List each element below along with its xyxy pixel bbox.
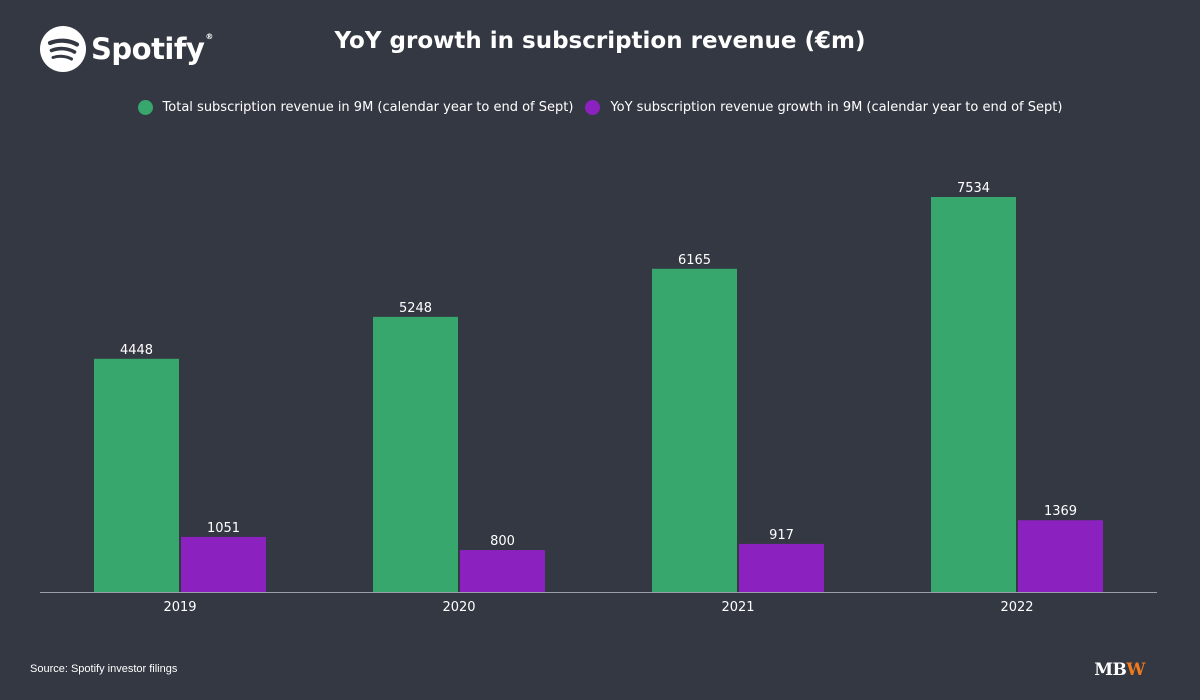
bar-growth-2021 <box>739 543 824 592</box>
legend-label-growth: YoY subscription revenue growth in 9M (c… <box>610 100 1063 115</box>
data-label-growth-2022: 1369 <box>1044 504 1077 519</box>
data-label-total-2019: 4448 <box>120 343 153 358</box>
bar-total-2019 <box>94 358 179 592</box>
chart-title: YoY growth in subscription revenue (€m) <box>334 28 866 54</box>
x-tick-label-2021: 2021 <box>721 600 754 615</box>
spotify-wordmark: Spotify® <box>91 32 213 66</box>
legend-swatch-total <box>137 100 153 115</box>
legend-item-total: Total subscription revenue in 9M (calend… <box>137 100 574 115</box>
legend-item-growth: YoY subscription revenue growth in 9M (c… <box>585 100 1062 115</box>
bar-total-2020 <box>373 316 458 592</box>
bar-growth-2020 <box>460 550 545 592</box>
data-label-total-2021: 6165 <box>678 253 711 268</box>
x-tick-label-2019: 2019 <box>163 600 196 615</box>
spotify-logo: Spotify® <box>40 26 213 72</box>
chart-legend: Total subscription revenue in 9M (calend… <box>0 100 1200 115</box>
data-label-total-2020: 5248 <box>399 301 432 316</box>
bar-growth-2022 <box>1018 520 1103 592</box>
bar-growth-2019 <box>181 536 266 592</box>
data-label-growth-2019: 1051 <box>207 521 240 536</box>
x-tick-label-2022: 2022 <box>1000 600 1033 615</box>
data-label-growth-2021: 917 <box>769 528 794 543</box>
bar-total-2022 <box>931 197 1016 592</box>
data-label-growth-2020: 800 <box>490 534 515 549</box>
spotify-logo-icon <box>40 26 86 72</box>
source-note: Source: Spotify investor filings <box>30 663 178 675</box>
legend-swatch-growth <box>585 100 601 115</box>
legend-label-total: Total subscription revenue in 9M (calend… <box>162 100 574 115</box>
data-label-total-2022: 7534 <box>957 181 990 196</box>
x-tick-label-2020: 2020 <box>442 600 475 615</box>
bar-total-2021 <box>652 268 737 592</box>
mbw-logo: MBW <box>1094 660 1145 680</box>
